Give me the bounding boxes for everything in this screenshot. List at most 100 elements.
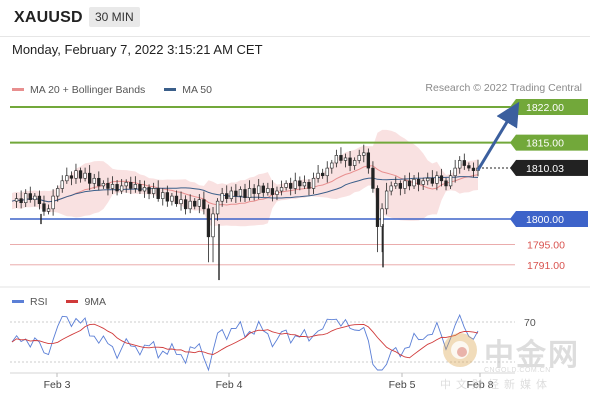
level-label-1795.00: 1795.00 xyxy=(527,239,565,251)
candle-body xyxy=(471,167,476,171)
level-label-1822.00: 1822.00 xyxy=(510,99,588,115)
x-tick-label: Feb 5 xyxy=(389,379,416,391)
level-label-text: 1815.00 xyxy=(526,138,564,150)
price-legend: MA 20 + Bollinger Bands MA 50 xyxy=(12,82,228,96)
ma50-legend-item: MA 50 xyxy=(164,84,212,96)
candle-body xyxy=(261,185,265,193)
level-label-1810.03: 1810.03 xyxy=(510,159,588,176)
candle-body xyxy=(293,180,297,189)
candle-body xyxy=(362,152,366,156)
candle-body xyxy=(229,190,233,199)
candle-body xyxy=(138,184,142,192)
timeframe-button[interactable]: 30 MIN xyxy=(89,7,140,27)
candle-body xyxy=(42,203,46,212)
copyright-text: Research © 2022 Trading Central xyxy=(425,82,582,94)
candle-body xyxy=(247,188,252,198)
candle-body xyxy=(220,193,224,202)
candle-body xyxy=(129,182,133,189)
level-label-1815.00: 1815.00 xyxy=(510,134,588,151)
candle-body xyxy=(266,188,270,193)
rsi-ma-swatch xyxy=(66,300,79,303)
candle-body xyxy=(78,170,83,179)
x-tick-label: Feb 4 xyxy=(216,379,243,391)
candle-body xyxy=(453,167,457,177)
candle-body xyxy=(133,184,138,189)
candle-body xyxy=(234,190,238,197)
candle-body xyxy=(165,192,169,202)
level-labels: 1822.00 1815.00 1810.03 1800.00 1795.00 1791.… xyxy=(510,99,588,272)
candle-body xyxy=(270,188,275,195)
candle-body xyxy=(225,193,229,199)
candle-body xyxy=(106,183,110,189)
candle-body xyxy=(416,178,421,185)
candle-body xyxy=(311,177,316,189)
candle-body xyxy=(115,184,119,192)
candle-body xyxy=(334,155,339,164)
candle-body xyxy=(275,190,279,195)
candle-body xyxy=(37,195,42,205)
candle-body xyxy=(28,193,32,200)
candle-body xyxy=(343,157,348,161)
level-label-text: 1791.00 xyxy=(527,260,565,272)
candle-body xyxy=(51,195,55,210)
level-label-box xyxy=(516,211,588,227)
candle-body xyxy=(352,160,357,166)
level-label-text: 1800.00 xyxy=(526,214,564,226)
ma50-legend-label: MA 50 xyxy=(182,83,212,96)
level-label-1800.00: 1800.00 xyxy=(510,211,588,227)
x-axis: Feb 3 Feb 4 Feb 5 Feb 8 xyxy=(0,286,590,391)
candle-body xyxy=(412,178,416,187)
candle-body xyxy=(188,200,192,210)
candle-body xyxy=(421,180,425,185)
candle-body xyxy=(284,183,288,188)
candle-body xyxy=(458,160,462,169)
candle-body xyxy=(330,162,334,169)
candle-body xyxy=(147,187,151,194)
chart-datetime: Monday, February 7, 2022 3:15:21 AM CET xyxy=(12,42,263,57)
candle-body xyxy=(197,199,201,207)
watermark-subtitle: 中文财经新媒体 xyxy=(440,379,552,391)
level-label-text: 1810.03 xyxy=(526,163,564,175)
symbol-label: XAUUSD xyxy=(14,9,83,26)
rsi-legend-item: RSI xyxy=(12,296,48,308)
candle-body xyxy=(403,180,407,189)
candle-body xyxy=(375,188,380,227)
candle-body xyxy=(83,172,87,179)
candle-body xyxy=(215,200,220,215)
rsi-legend-label: RSI xyxy=(30,295,48,308)
candle-body xyxy=(24,193,28,204)
rsi-legend: RSI 9MA xyxy=(12,294,122,308)
candle-body xyxy=(435,175,439,184)
candle-body xyxy=(407,180,412,187)
candle-body xyxy=(156,188,160,199)
candle-body xyxy=(74,170,78,179)
candle-body xyxy=(151,188,156,194)
candle-body xyxy=(462,160,466,166)
candle-body xyxy=(206,208,211,238)
candle-body xyxy=(348,157,352,166)
price-levels xyxy=(10,106,515,266)
level-label-box xyxy=(516,159,588,176)
candle-body xyxy=(193,200,197,207)
candle-body xyxy=(444,180,448,187)
candle-body xyxy=(110,184,115,189)
candle-body xyxy=(357,155,361,161)
watermark: 中金网 CNGOLD.COM.CN 中文财经新媒体 xyxy=(440,330,588,392)
watermark-name: 中金网 xyxy=(484,338,580,373)
level-label-1791.00: 1791.00 xyxy=(527,260,565,272)
candle-body xyxy=(371,167,375,189)
candle-body xyxy=(19,198,23,204)
candle-body xyxy=(467,165,471,169)
rsi-panel: 70 xyxy=(10,313,536,372)
bollinger-band xyxy=(12,129,478,227)
candle-body xyxy=(366,152,371,169)
candle-body xyxy=(56,188,60,197)
candle-body xyxy=(179,199,183,205)
projection-arrow xyxy=(476,101,520,171)
rsi-ma-line xyxy=(11,323,479,359)
x-tick-label: Feb 8 xyxy=(467,379,494,391)
candle-body xyxy=(321,172,325,177)
candle-body xyxy=(142,187,147,192)
candle-body xyxy=(339,155,343,161)
